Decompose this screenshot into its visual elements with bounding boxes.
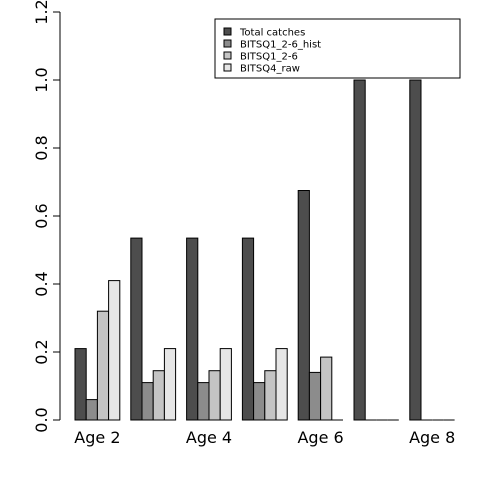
legend-label: BITSQ1_2-6: [240, 52, 298, 63]
bar-3-2: [152, 370, 165, 421]
bar-2-3: [197, 382, 210, 421]
x-tick-label: Age 6: [297, 428, 343, 447]
legend-swatch: [223, 27, 232, 36]
y-tick-label: 0.4: [32, 271, 51, 296]
y-axis: 0.0 0.2 0.4 0.6 0.8 1.0 1.2: [32, 0, 61, 433]
bar-2-1: [85, 399, 98, 421]
x-tick-label: Age 4: [186, 428, 232, 447]
bar-2-4: [253, 382, 266, 421]
bar-3-5: [320, 356, 333, 421]
bar-2-5: [308, 371, 322, 421]
legend-swatch: [223, 51, 232, 60]
y-tick-label: 1.0: [32, 67, 51, 92]
legend-label: BITSQ1_2-6_hist: [240, 40, 321, 51]
bar-1-7: [409, 79, 422, 421]
bar-1-5: [297, 190, 310, 421]
bar-4-1: [108, 280, 121, 421]
legend: Total catchesBITSQ1_2-6_histBITSQ1_2-6BI…: [214, 18, 461, 79]
bar-1-6: [353, 79, 366, 421]
y-tick-label: 0.2: [32, 339, 51, 364]
legend-label: BITSQ4_raw: [240, 64, 300, 75]
legend-swatch: [223, 39, 232, 48]
y-tick-label: 0.6: [32, 203, 51, 228]
x-tick-label: Age 8: [409, 428, 455, 447]
bar-3-1: [96, 310, 110, 421]
bar-3-4: [264, 370, 277, 421]
y-tick-label: 0.0: [32, 407, 51, 432]
bar-1-3: [186, 237, 199, 421]
legend-swatch: [223, 63, 232, 72]
x-tick-label: Age 2: [74, 428, 120, 447]
bar-4-3: [219, 348, 232, 421]
bar-1-2: [130, 237, 143, 421]
bar-4-4: [275, 348, 288, 421]
y-tick-label: 1.2: [32, 0, 51, 25]
bar-2-2: [141, 382, 154, 421]
bar-1-4: [241, 237, 255, 421]
bar-4-2: [163, 348, 177, 421]
x-tick-labels: Age 2 Age 4 Age 6 Age 8: [74, 428, 455, 447]
bar-1-1: [74, 348, 87, 421]
y-tick-label: 0.8: [32, 135, 51, 160]
bar-3-3: [208, 370, 221, 421]
legend-label: Total catches: [239, 28, 305, 39]
bars-group: [74, 79, 455, 421]
legend-box: [214, 18, 461, 79]
